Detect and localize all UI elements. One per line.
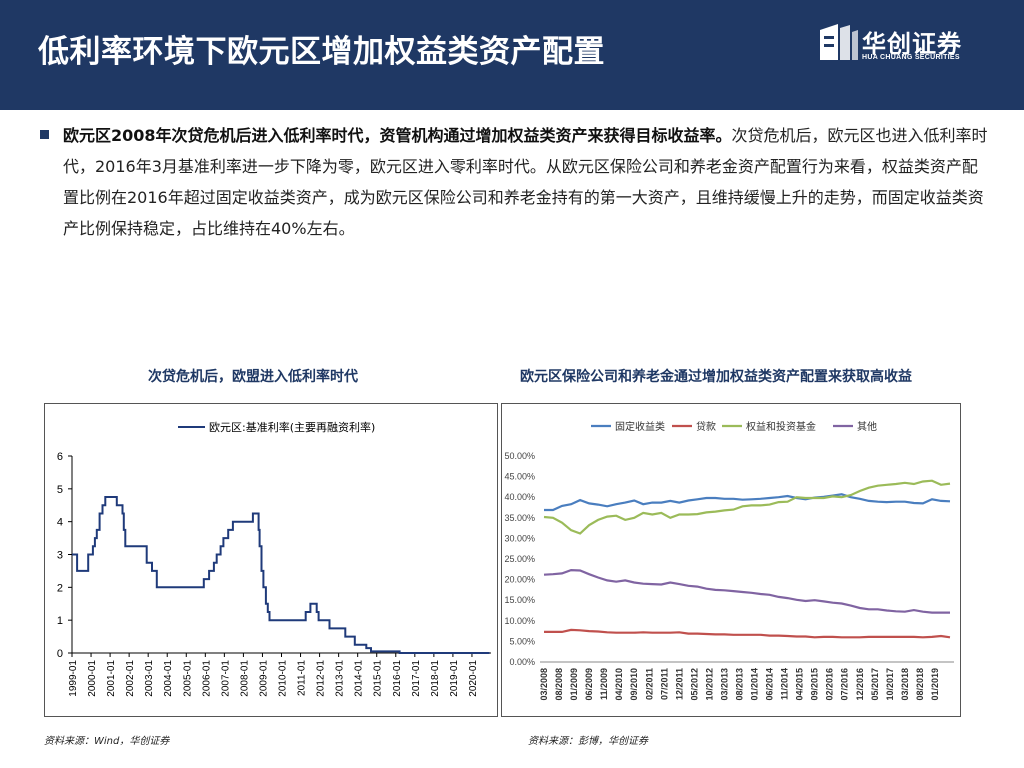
y-tick-label: 25.00% (504, 554, 535, 564)
x-tick-label: 2012-01 (316, 660, 327, 697)
x-tick-label: 02/2016 (825, 668, 835, 701)
x-tick-label: 11/2014 (780, 668, 790, 700)
legend-label-2: 权益和投资基金 (746, 420, 816, 433)
x-tick-label: 2010-01 (278, 660, 289, 697)
x-tick-label: 2017-01 (411, 660, 422, 697)
x-tick-label: 2020-01 (468, 660, 479, 697)
right-chart-frame: 0.00% 5.00% 10.00% 15.00% 20.00% 25.00% 30.00%… (501, 403, 961, 717)
y-tick-label: 0 (57, 648, 63, 660)
logo-mark-icon (820, 24, 858, 60)
legend-label-0: 固定收益类 (615, 420, 665, 433)
x-tick-label: 2013-01 (335, 660, 346, 697)
x-tick-label: 2019-01 (449, 660, 460, 697)
x-tick-label: 2008-01 (239, 660, 250, 697)
body-paragraph: 欧元区2008年次贷危机后进入低利率时代，资管机构通过增加权益类资产来获得目标收… (63, 120, 993, 244)
bullet-marker (40, 130, 49, 139)
y-tick-label: 0.00% (509, 657, 535, 667)
right-chart-title: 欧元区保险公司和养老金通过增加权益类资产配置来获取高收益 (520, 369, 912, 385)
x-tick-label: 2002-01 (125, 660, 136, 697)
x-tick-label: 09/2010 (629, 668, 639, 701)
x-tick-label: 06/2014 (765, 668, 775, 701)
x-tick-label: 01/2009 (569, 668, 579, 701)
x-tick-label: 10/2017 (885, 668, 895, 701)
x-tick-label: 11/2009 (599, 668, 609, 700)
x-tick-label: 08/2008 (554, 668, 564, 701)
y-tick-label: 5.00% (509, 636, 535, 646)
y-tick-label: 1 (57, 615, 63, 627)
x-tick-label: 2014-01 (354, 660, 365, 697)
x-tick-label: 2003-01 (144, 660, 155, 697)
header-banner: 低利率环境下欧元区增加权益类资产配置 华创证券 HUA CHUANG SECUR… (0, 0, 1024, 110)
x-tick-label: 04/2015 (795, 668, 805, 701)
x-tick-label: 07/2011 (659, 668, 669, 700)
x-tick-label: 2001-01 (106, 660, 117, 697)
x-tick-label: 12/2016 (855, 668, 865, 701)
x-tick-label: 07/2016 (840, 668, 850, 701)
y-tick-label: 4 (57, 517, 63, 529)
y-tick-label: 35.00% (504, 513, 535, 523)
y-tick-label: 15.00% (504, 595, 535, 605)
y-tick-label: 45.00% (504, 472, 535, 482)
x-tick-label: 03/2018 (900, 668, 910, 701)
legend-label-policy-rate: 欧元区:基准利率(主要再融资利率) (209, 420, 375, 434)
x-tick-label: 2018-01 (430, 660, 441, 697)
left-chart-title: 次贷危机后，欧盟进入低利率时代 (148, 369, 358, 385)
right-chart-source: 资料来源：彭博，华创证券 (528, 736, 648, 747)
x-tick-label: 2000-01 (87, 660, 98, 697)
left-chart-frame: 0 1 2 3 4 5 6 1999-01 2000-01 2001-01 2002-01 2003-… (44, 403, 498, 717)
x-tick-label: 2009-01 (258, 660, 269, 697)
x-tick-label: 01/2019 (930, 668, 940, 701)
y-tick-label: 30.00% (504, 533, 535, 543)
x-tick-label: 05/2012 (689, 668, 699, 701)
x-tick-label: 2005-01 (182, 660, 193, 697)
x-tick-label: 04/2010 (614, 668, 624, 701)
x-tick-label: 06/2009 (584, 668, 594, 701)
x-tick-label: 2007-01 (220, 660, 231, 697)
asset-allocation-chart: 0.00% 5.00% 10.00% 15.00% 20.00% 25.00% 30.00%… (504, 420, 954, 701)
x-tick-label: 05/2017 (870, 668, 880, 701)
y-tick-label: 6 (57, 451, 63, 463)
x-tick-label: 2015-01 (373, 660, 384, 697)
logo-text-en: HUA CHUANG SECURITIES (862, 54, 960, 61)
series-line-1 (544, 628, 951, 639)
x-tick-label: 03/2013 (719, 668, 729, 701)
x-tick-label: 01/2014 (750, 668, 760, 701)
y-tick-label: 2 (57, 582, 63, 594)
page-title: 低利率环境下欧元区增加权益类资产配置 (38, 34, 605, 70)
y-tick-label: 3 (57, 550, 63, 562)
logo-text-cn: 华创证券 (862, 30, 962, 58)
x-tick-label: 2011-01 (297, 660, 308, 696)
x-tick-label: 10/2012 (704, 668, 714, 701)
x-tick-label: 12/2011 (674, 668, 684, 700)
x-tick-label: 2016-01 (392, 660, 403, 697)
x-tick-label: 03/2008 (539, 668, 549, 701)
series-line-2 (543, 479, 951, 535)
company-logo: 华创证券 HUA CHUANG SECURITIES (818, 22, 988, 66)
x-tick-label: 09/2015 (810, 668, 820, 701)
series-line-policy-rate (72, 496, 490, 654)
series-line-3 (543, 568, 950, 614)
x-tick-label: 1999-01 (68, 660, 79, 697)
y-tick-label: 40.00% (504, 492, 535, 502)
y-tick-label: 10.00% (504, 616, 535, 626)
x-tick-label: 2006-01 (201, 660, 212, 697)
y-tick-label: 5 (57, 484, 63, 496)
policy-rate-chart: 0 1 2 3 4 5 6 1999-01 2000-01 2001-01 2002-01 2003-… (57, 420, 491, 697)
x-tick-label: 08/2018 (915, 668, 925, 701)
body-text: 次贷危机后，欧元区也进入低利率时代，2016年3月基准利率进一步下降为零，欧元区… (63, 126, 988, 238)
y-tick-label: 50.00% (504, 451, 535, 461)
legend-label-3: 其他 (857, 420, 877, 433)
x-tick-label: 02/2011 (644, 668, 654, 700)
legend-label-1: 贷款 (696, 420, 716, 433)
x-tick-label: 08/2013 (734, 668, 744, 701)
y-tick-label: 20.00% (504, 575, 535, 585)
series-line-0 (544, 493, 951, 512)
left-chart-source: 资料来源：Wind，华创证券 (44, 736, 170, 747)
body-bold-lead: 欧元区2008年次贷危机后进入低利率时代，资管机构通过增加权益类资产来获得目标收… (63, 126, 732, 145)
x-tick-label: 2004-01 (163, 660, 174, 697)
